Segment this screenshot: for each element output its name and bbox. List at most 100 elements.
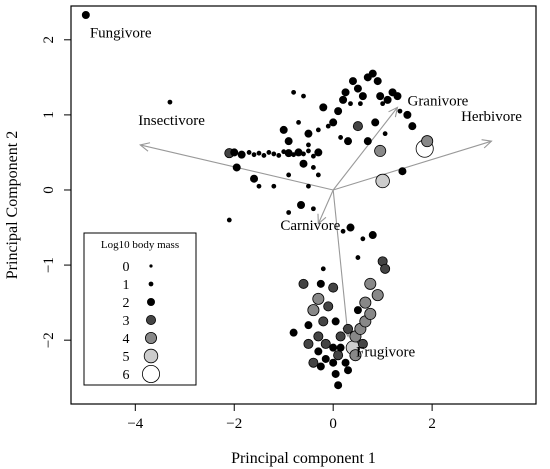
data-point	[338, 135, 344, 140]
data-point	[348, 101, 353, 107]
data-point	[237, 150, 246, 159]
loading-arrow-head	[481, 139, 493, 149]
y-tick-label: −2	[41, 332, 57, 348]
data-point	[250, 174, 259, 183]
data-point	[279, 125, 288, 134]
data-point	[316, 279, 325, 288]
data-point	[284, 137, 293, 146]
data-point	[371, 289, 384, 302]
data-point	[380, 263, 391, 274]
data-point	[339, 95, 348, 104]
data-point	[358, 92, 367, 101]
data-point	[346, 223, 355, 232]
data-point	[298, 278, 309, 289]
axes: −4 −2 0 2 −2 −1 0 1 2 Principal component 1 Princi…	[4, 36, 436, 467]
legend-marker	[145, 314, 156, 325]
data-point	[308, 357, 319, 368]
data-point	[276, 153, 282, 158]
data-points	[81, 11, 434, 390]
data-point	[314, 347, 323, 356]
data-point	[371, 118, 380, 127]
legend-label: 2	[123, 296, 130, 311]
data-point	[261, 153, 267, 158]
data-point	[376, 92, 385, 101]
loading-label-carnivore: Carnivore	[280, 218, 340, 234]
data-point	[306, 142, 311, 148]
loading-arrow-line	[333, 140, 492, 191]
data-point	[315, 172, 321, 178]
data-point	[318, 316, 329, 327]
data-point	[348, 77, 357, 86]
legend-box	[83, 232, 197, 386]
data-point	[312, 292, 325, 305]
data-point	[336, 343, 345, 352]
data-point	[408, 122, 417, 131]
data-point	[343, 323, 354, 334]
data-point	[256, 183, 262, 189]
x-tick-label: −2	[226, 416, 242, 432]
loading-arrow-line	[332, 189, 349, 337]
data-point	[341, 88, 350, 97]
data-point	[310, 165, 316, 170]
data-point	[355, 255, 361, 260]
data-point	[304, 321, 313, 330]
data-point	[230, 148, 239, 157]
data-point	[313, 331, 324, 342]
data-point	[286, 172, 292, 178]
data-point	[353, 84, 362, 93]
data-point	[251, 152, 257, 158]
y-tick-label: 0	[41, 186, 57, 194]
loading-label-herbivore: Herbivore	[461, 109, 522, 125]
legend-marker	[148, 281, 154, 287]
loading-arrow-head	[317, 213, 327, 225]
data-point	[328, 282, 339, 293]
data-point	[307, 304, 320, 317]
data-point	[289, 328, 298, 337]
data-point	[349, 349, 362, 362]
data-point	[281, 149, 287, 155]
data-point	[301, 93, 306, 99]
legend-label: 5	[123, 350, 130, 365]
legend-label: 0	[123, 260, 130, 275]
data-point	[403, 110, 412, 119]
data-point	[363, 137, 372, 146]
data-point	[373, 77, 382, 86]
data-point	[334, 107, 343, 116]
loading-label-fungivore: Fungivore	[90, 26, 152, 42]
data-point	[291, 89, 297, 95]
loading-arrow-line	[317, 189, 334, 224]
y-tick-label: 2	[41, 36, 57, 44]
legend-label: 6	[123, 368, 130, 383]
x-tick-label: 2	[428, 416, 436, 432]
data-point	[304, 129, 313, 138]
data-point	[315, 127, 321, 133]
legend-title: Log10 body mass	[101, 239, 179, 251]
data-point	[303, 338, 314, 349]
legend-marker	[141, 364, 160, 383]
data-point	[301, 151, 306, 157]
legend-marker	[144, 331, 157, 344]
data-point	[368, 231, 377, 240]
data-point	[335, 331, 346, 342]
data-point	[325, 123, 331, 129]
data-point	[320, 266, 326, 272]
data-point	[299, 159, 308, 168]
data-point	[286, 210, 292, 215]
data-point	[331, 369, 340, 378]
data-point	[357, 338, 368, 349]
data-point	[306, 148, 311, 154]
data-point	[323, 301, 334, 312]
data-point	[284, 149, 293, 158]
data-point	[256, 150, 262, 156]
data-point	[297, 200, 306, 209]
data-point	[296, 119, 301, 125]
plot-border	[70, 5, 537, 405]
data-point	[81, 11, 90, 20]
data-point	[398, 167, 407, 176]
data-point	[360, 236, 366, 242]
data-point	[353, 306, 362, 315]
data-point	[393, 92, 402, 101]
data-point	[294, 148, 303, 157]
x-axis-title: Principal component 1	[231, 450, 376, 467]
